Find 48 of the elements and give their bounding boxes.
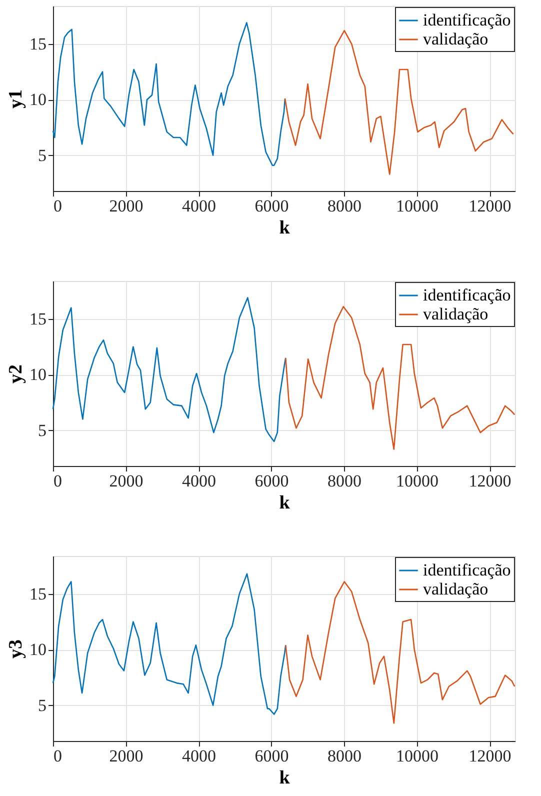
x-axis-title: k — [279, 768, 290, 788]
line-series — [284, 580, 516, 724]
x-tick-label: 0 — [54, 472, 62, 490]
x-tick-label: 10000 — [396, 472, 439, 490]
x-tick-label: 6000 — [254, 472, 289, 490]
line-series — [284, 30, 514, 175]
x-tick-label: 12000 — [468, 196, 512, 216]
line-series — [284, 306, 516, 450]
legend-label: identificação — [423, 10, 511, 30]
y-tick-label: 5 — [38, 696, 46, 715]
y-tick-label: 10 — [30, 640, 46, 660]
x-tick-label: 6000 — [254, 196, 289, 216]
y-tick-label: 5 — [38, 146, 46, 165]
y-tick-label: 15 — [30, 34, 46, 54]
x-tick-label: 4000 — [182, 746, 216, 766]
y-axis-title: y3 — [6, 640, 26, 658]
x-axis-title: k — [279, 218, 290, 238]
x-tick-label: 0 — [54, 196, 62, 216]
x-tick-label: 0 — [54, 746, 62, 766]
x-tick-label: 12000 — [468, 746, 512, 766]
legend-label: validação — [423, 304, 488, 324]
line-series — [52, 22, 286, 166]
x-tick-label: 8000 — [328, 196, 362, 216]
x-tick-label: 4000 — [182, 196, 216, 216]
x-tick-label: 10000 — [396, 746, 439, 766]
y-tick-label: 15 — [30, 309, 46, 328]
line-series — [52, 297, 286, 442]
x-axis-title: k — [279, 492, 290, 514]
legend-label: validação — [423, 580, 488, 598]
line-series — [52, 573, 286, 715]
x-tick-label: 8000 — [328, 746, 362, 766]
y-tick-label: 10 — [30, 90, 46, 110]
x-tick-label: 2000 — [109, 472, 144, 490]
x-tick-label: 8000 — [328, 472, 362, 490]
y-tick-label: 15 — [30, 584, 46, 604]
legend-label: identificação — [423, 560, 511, 580]
y-tick-label: 10 — [30, 365, 46, 384]
x-tick-label: 2000 — [109, 196, 144, 216]
y-tick-label: 5 — [38, 420, 46, 440]
x-tick-label: 10000 — [396, 196, 439, 216]
x-tick-label: 4000 — [182, 472, 216, 490]
x-tick-label: 12000 — [468, 472, 512, 490]
y-axis-title: y1 — [6, 90, 26, 108]
y-axis-title: y2 — [6, 364, 26, 384]
legend-label: validação — [423, 30, 488, 48]
x-tick-label: 6000 — [254, 746, 289, 766]
legend-label: identificação — [423, 286, 511, 304]
x-tick-label: 2000 — [109, 746, 144, 766]
